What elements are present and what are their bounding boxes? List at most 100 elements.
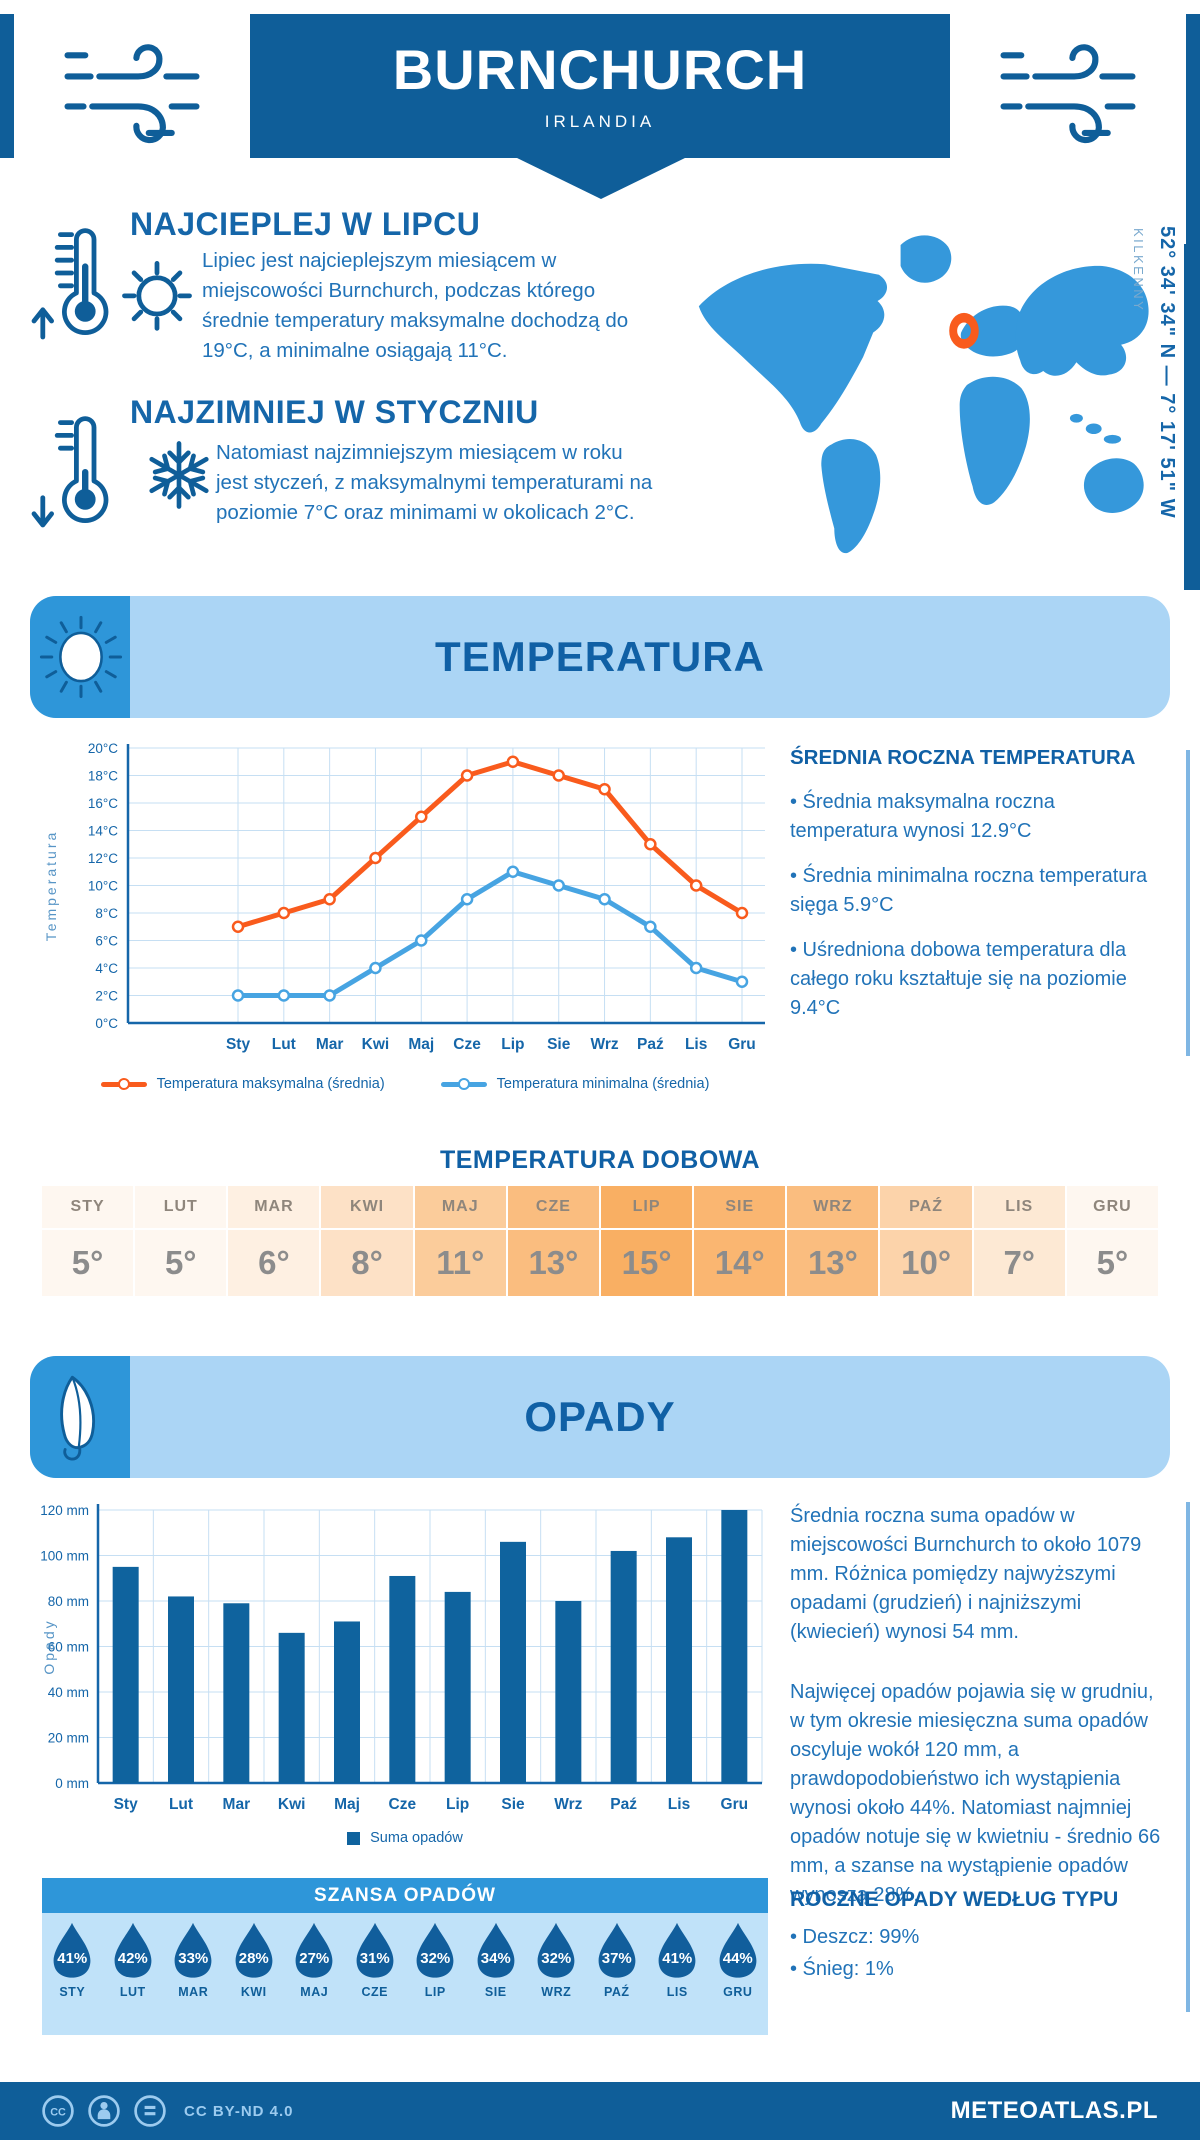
svg-text:6°C: 6°C [95,934,118,949]
svg-text:14°C: 14°C [88,824,118,839]
svg-text:20°C: 20°C [88,741,118,756]
chance-month: MAR [178,1985,209,1999]
daily-month: PAŹ [880,1186,972,1228]
temperature-summary-title: ŚREDNIA ROCZNA TEMPERATURA [790,746,1136,769]
nd-icon [134,2095,166,2127]
license-icons: CC [40,2093,168,2129]
svg-text:100 mm: 100 mm [40,1549,89,1564]
precipitation-chart: 0 mm 20 mm 40 mm 60 mm 80 mm 100 mm 120 mm Sty L… [40,1503,763,1813]
svg-text:Lip: Lip [501,1036,524,1053]
svg-text:Lip: Lip [446,1796,469,1813]
svg-text:Lis: Lis [668,1796,690,1813]
chance-value: 27% [299,1950,330,1967]
daily-month: LIP [600,1186,693,1228]
svg-text:12°C: 12°C [88,851,118,866]
chance-column: 28% KWI [224,1913,285,2035]
snowflake-icon [149,441,209,509]
daily-temperature-table: STY 5° LUT 5° MAR 6° KWI 8° MAJ 11° CZE 13° LIP 15° SI… [42,1186,1158,1296]
daily-value: 11° [414,1230,506,1296]
svg-text:Sty: Sty [226,1036,251,1053]
daily-value: 14° [694,1230,786,1296]
legend-item: Temperatura minimalna (średnia) [440,1076,709,1092]
daily-value: 8° [321,1230,413,1296]
umbrella-icon [30,1356,130,1478]
coordinates-label: 52° 34' 34" N — 7° 17' 51" W [1156,226,1178,519]
svg-text:Wrz: Wrz [554,1796,582,1813]
warm-title: NAJCIEPLEJ W LIPCU [130,206,481,242]
svg-text:10°C: 10°C [88,879,118,894]
warm-text: Lipiec jest najcieplejszym miesiącem w m… [202,249,629,362]
svg-text:Sie: Sie [547,1036,571,1053]
daily-month: MAJ [414,1186,506,1228]
header-left-box [14,14,250,244]
raindrop-icon: 31% [351,1921,399,1979]
daily-month: LIS [973,1186,1065,1228]
svg-text:18°C: 18°C [88,769,118,784]
cc-icon: CC [42,2095,74,2127]
chance-column: 41% LIS [647,1913,708,2035]
svg-text:Opady: Opady [41,1618,57,1674]
chance-month: KWI [240,1985,267,1999]
daily-value: 13° [787,1230,879,1296]
svg-text:Sty: Sty [114,1796,138,1813]
daily-column: MAR 6° [228,1186,320,1296]
chance-month: LIP [424,1985,446,1999]
svg-text:Lut: Lut [272,1036,296,1053]
daily-column: SIE 14° [694,1186,786,1296]
daily-month: LUT [135,1186,227,1228]
temperature-summary-bullet: • Średnia maksymalna roczna temperatura … [790,791,1055,842]
raindrop-icon: 42% [109,1921,157,1979]
raindrop-icon: 37% [593,1921,641,1979]
svg-text:Kwi: Kwi [278,1796,306,1813]
daily-month: KWI [321,1186,413,1228]
daily-column: CZE 13° [507,1186,599,1296]
chance-value: 28% [238,1950,269,1967]
raindrop-icon: 34% [472,1921,520,1979]
temperature-summary-bullet: • Średnia minimalna roczna temperatura s… [790,865,1148,916]
chance-panel: SZANSA OPADÓW 41% STY 42% LUT 33% MAR 28% KWI 27… [42,1878,768,2035]
svg-text:Paź: Paź [637,1036,664,1053]
daily-value: 7° [973,1230,1065,1296]
daily-month: SIE [694,1186,786,1228]
temperature-chart-legend: Temperatura maksymalna (średnia) Temperat… [40,1076,770,1092]
page-title: BURNCHURCH [392,38,808,101]
daily-column: PAŹ 10° [880,1186,972,1296]
sun-badge-icon [30,596,130,718]
svg-text:Temperatura: Temperatura [43,830,59,942]
daily-column: LIP 15° [600,1186,693,1296]
raindrop-icon: 32% [411,1921,459,1979]
svg-text:Wrz: Wrz [590,1036,618,1053]
chance-month: WRZ [541,1985,572,1999]
raindrop-icon: 28% [230,1921,278,1979]
daily-column: LIS 7° [973,1186,1065,1296]
precipitation-chart-legend: Suma opadów [40,1830,770,1846]
chance-column: 32% LIP [405,1913,466,2035]
svg-text:Mar: Mar [223,1796,251,1813]
chance-value: 32% [541,1950,572,1967]
daily-month: WRZ [787,1186,879,1228]
thermometer-down-icon [31,416,109,528]
raindrop-icon: 41% [653,1921,701,1979]
chance-body: 41% STY 42% LUT 33% MAR 28% KWI 27% MAJ 31% CZE 32% L… [42,1913,768,2035]
svg-text:Paź: Paź [610,1796,637,1813]
legend-item: Temperatura maksymalna (średnia) [100,1076,385,1092]
chance-month: PAŹ [603,1985,630,1999]
chance-column: 42% LUT [103,1913,164,2035]
chance-month: STY [59,1985,86,1999]
chance-month: MAJ [300,1985,329,1999]
chance-column: 33% MAR [163,1913,224,2035]
daily-column: STY 5° [42,1186,134,1296]
chance-value: 41% [662,1950,693,1967]
svg-text:Lis: Lis [685,1036,707,1053]
chance-column: 44% GRU [708,1913,769,2035]
raindrop-icon: 32% [532,1921,580,1979]
svg-text:Gru: Gru [728,1036,756,1053]
chance-month: LIS [666,1985,688,1999]
svg-text:60 mm: 60 mm [48,1640,89,1655]
precipitation-type-title: ROCZNE OPADY WEDŁUG TYPU [790,1888,1119,1911]
precipitation-banner: OPADY [30,1356,1170,1478]
location-ring-icon [949,312,979,349]
daily-month: CZE [507,1186,599,1228]
svg-text:Mar: Mar [316,1036,344,1053]
